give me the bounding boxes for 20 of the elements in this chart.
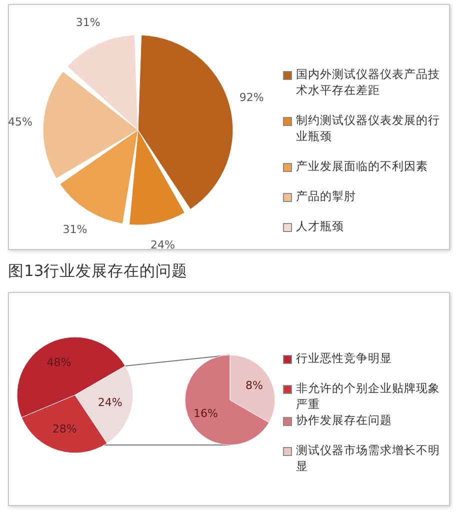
legend-label: 测试仪器市场需求增长不明显: [296, 442, 441, 474]
legend-label: 制约测试仪器仪表发展的行业瓶颈: [296, 112, 441, 144]
text: 图13行业发展存在的问题: [8, 262, 188, 280]
legend-label: 人才瓶颈: [296, 218, 344, 234]
data-label: 48%: [46, 356, 72, 369]
data-label: 45%: [8, 116, 32, 129]
legend-label: 行业恶性竞争明显: [296, 350, 392, 366]
data-label: 28%: [52, 422, 77, 436]
legend-label: 产业发展面临的不利因素: [296, 158, 428, 174]
data-label: 8%: [246, 379, 263, 392]
legend-label: 国内外测试仪器仪表产品技术水平存在差距: [296, 66, 441, 98]
data-label: 24%: [150, 238, 175, 252]
data-label: 31%: [76, 16, 100, 30]
legend-label: 协作发展存在问题: [296, 412, 392, 428]
legend-label: 非允许的个别企业贴牌现象严重: [296, 380, 441, 412]
data-label: 24%: [98, 396, 122, 410]
data-label: 92%: [239, 90, 264, 104]
data-label: 16%: [194, 407, 218, 420]
legend-label: 产品的掣肘: [296, 188, 356, 204]
data-label: 31%: [62, 222, 88, 236]
